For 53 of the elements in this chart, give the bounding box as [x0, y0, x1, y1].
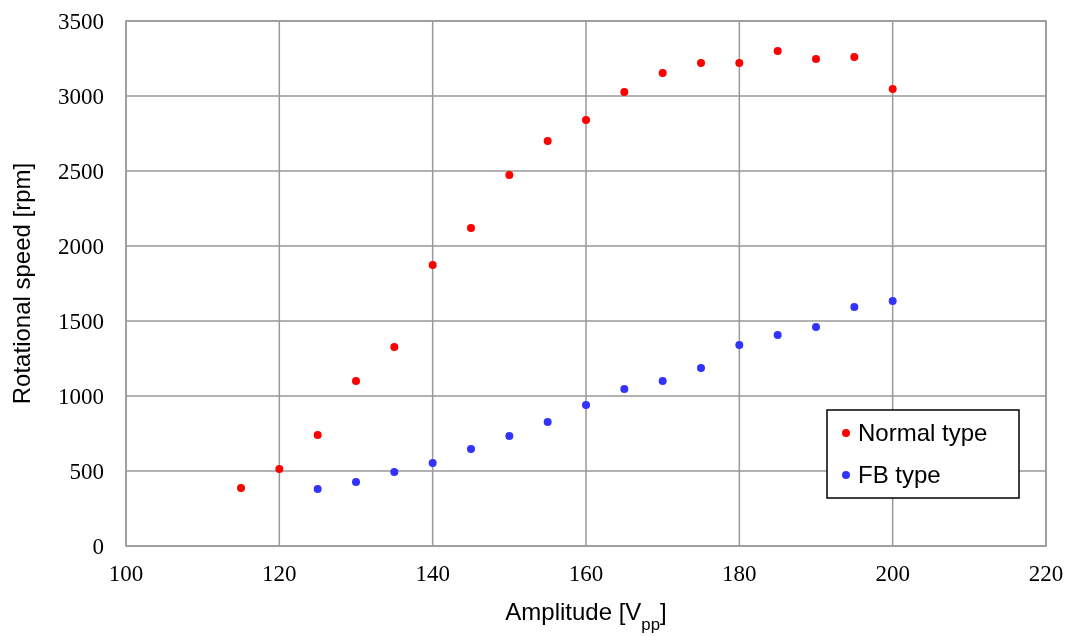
x-tick-label: 120	[262, 561, 297, 586]
point	[620, 87, 629, 96]
point	[735, 59, 744, 67]
legend-label: Normal type	[858, 419, 988, 446]
point	[850, 53, 859, 61]
point	[428, 459, 437, 468]
x-tick-label: 180	[722, 561, 757, 586]
point	[658, 377, 667, 385]
point	[543, 137, 552, 145]
y-tick-label: 500	[69, 459, 104, 484]
y-tick-label: 1000	[58, 384, 104, 409]
point	[735, 341, 744, 349]
point	[773, 47, 782, 55]
point	[237, 483, 245, 492]
point	[390, 342, 399, 351]
point	[467, 444, 475, 453]
point	[390, 468, 399, 477]
point	[812, 323, 820, 331]
legend-label: FB type	[858, 461, 941, 488]
point	[505, 432, 514, 441]
point	[352, 477, 360, 486]
point	[543, 417, 552, 426]
y-tick-label: 2500	[58, 159, 104, 184]
x-tick-label: 200	[875, 561, 910, 586]
point	[620, 384, 629, 393]
point	[352, 377, 360, 385]
point	[850, 303, 859, 312]
point	[773, 330, 782, 339]
point	[697, 59, 705, 67]
y-tick-label: 0	[92, 534, 104, 559]
x-tick-label: 140	[415, 561, 450, 586]
point	[275, 465, 284, 474]
point	[467, 224, 475, 232]
point	[888, 297, 897, 306]
point	[812, 54, 820, 63]
y-axis-title: Rotational speed [rpm]	[8, 162, 35, 405]
point	[428, 261, 437, 270]
point	[697, 363, 705, 372]
x-tick-label: 100	[108, 561, 144, 586]
y-tick-label: 2000	[58, 234, 104, 259]
point	[888, 84, 897, 93]
point	[582, 116, 590, 124]
point	[505, 171, 514, 180]
point	[658, 69, 667, 78]
y-tick-label: 3000	[58, 84, 104, 109]
y-tick-label: 1500	[58, 309, 104, 334]
point	[582, 401, 590, 409]
x-tick-label: 160	[568, 561, 604, 586]
x-axis-title: Amplitude [V$_{pp}$]	[505, 598, 667, 634]
x-tick-label: 220	[1028, 561, 1064, 586]
point	[313, 485, 322, 493]
point	[313, 431, 322, 439]
y-tick-label: 3500	[58, 9, 104, 34]
